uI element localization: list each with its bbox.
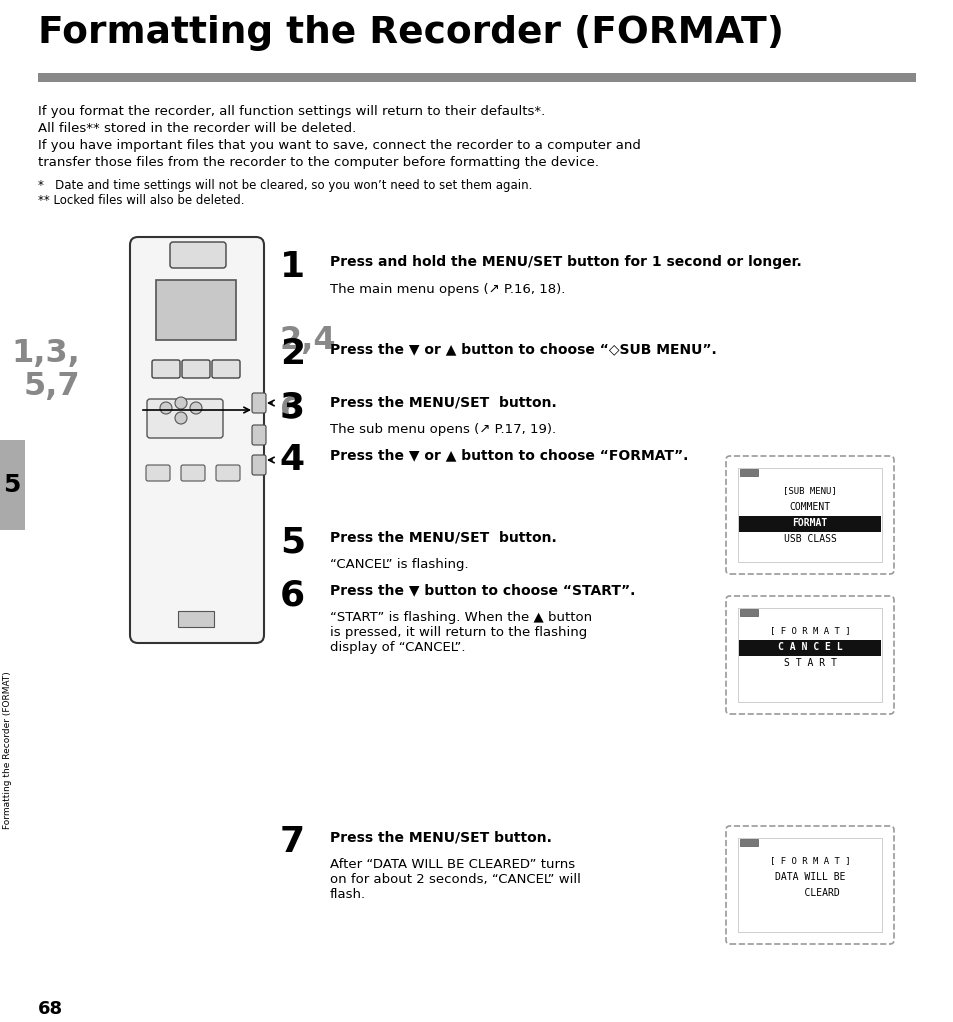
Bar [0,440,25,530]
Text: If you format the recorder, all function settings will return to their defaults*: If you format the recorder, all function… [38,105,545,118]
FancyBboxPatch shape [182,360,210,378]
Text: 3: 3 [279,390,305,424]
Text: [ F O R M A T ]: [ F O R M A T ] [769,626,849,635]
Text: Press the ▼ button to choose “START”.: Press the ▼ button to choose “START”. [330,583,635,597]
Bar [740,839,758,846]
Text: Press the MENU/SET  button.: Press the MENU/SET button. [330,530,557,544]
Text: All files** stored in the recorder will be deleted.: All files** stored in the recorder will … [38,122,355,135]
Text: “CANCEL” is flashing.: “CANCEL” is flashing. [330,558,468,571]
Circle shape [174,397,187,409]
Circle shape [160,402,172,414]
Text: Press the ▼ or ▲ button to choose “◇SUB MENU”.: Press the ▼ or ▲ button to choose “◇SUB … [330,342,716,356]
Text: Formatting the Recorder (FORMAT): Formatting the Recorder (FORMAT) [4,671,12,829]
Text: [ F O R M A T ]: [ F O R M A T ] [769,856,849,865]
Text: 4: 4 [279,443,305,477]
Text: transfer those files from the recorder to the computer before formatting the dev: transfer those files from the recorder t… [38,156,598,169]
Text: 2,4: 2,4 [280,325,336,356]
FancyBboxPatch shape [146,465,170,481]
FancyBboxPatch shape [181,465,205,481]
Bar [156,280,235,340]
Circle shape [174,412,187,424]
Text: 1,3,
5,7: 1,3, 5,7 [11,338,80,403]
FancyBboxPatch shape [212,360,240,378]
Bar [738,468,882,562]
Text: DATA WILL BE: DATA WILL BE [774,872,844,882]
FancyBboxPatch shape [252,393,266,413]
FancyBboxPatch shape [170,242,226,268]
Bar [740,609,758,616]
FancyBboxPatch shape [130,237,264,643]
Text: CLEARD: CLEARD [780,888,839,898]
Circle shape [190,402,202,414]
Text: Press the MENU/SET  button.: Press the MENU/SET button. [330,394,557,409]
Bar [38,73,915,82]
Text: 5: 5 [279,525,305,559]
Text: Press the ▼ or ▲ button to choose “FORMAT”.: Press the ▼ or ▲ button to choose “FORMA… [330,448,688,462]
FancyBboxPatch shape [152,360,180,378]
Text: 68: 68 [38,1000,63,1018]
FancyBboxPatch shape [215,465,240,481]
Bar [738,608,882,702]
Text: The main menu opens (↗ P.16, 18).: The main menu opens (↗ P.16, 18). [330,283,565,296]
Text: Press and hold the MENU/SET button for 1 second or longer.: Press and hold the MENU/SET button for 1… [330,256,801,269]
Text: 2: 2 [279,337,305,371]
Text: [SUB MENU]: [SUB MENU] [782,486,836,495]
Bar [178,611,213,628]
Text: FORMAT: FORMAT [792,518,827,528]
Text: Press the MENU/SET button.: Press the MENU/SET button. [330,830,551,844]
Text: 1: 1 [279,250,305,284]
Text: 7: 7 [279,825,305,860]
Text: *   Date and time settings will not be cleared, so you won’t need to set them ag: * Date and time settings will not be cle… [38,179,532,192]
Text: The sub menu opens (↗ P.17, 19).: The sub menu opens (↗ P.17, 19). [330,423,556,436]
Text: USB CLASS: USB CLASS [782,535,836,544]
Bar [739,640,880,656]
Bar [738,838,882,932]
Bar [739,516,880,532]
Text: S T A R T: S T A R T [782,658,836,668]
Text: If you have important files that you want to save, connect the recorder to a com: If you have important files that you wan… [38,139,640,152]
Text: ** Locked files will also be deleted.: ** Locked files will also be deleted. [38,194,244,207]
Text: COMMENT: COMMENT [789,502,830,512]
FancyBboxPatch shape [252,425,266,445]
FancyBboxPatch shape [725,596,893,714]
Bar [740,469,758,476]
FancyBboxPatch shape [252,455,266,475]
Text: 5: 5 [3,473,21,497]
FancyBboxPatch shape [725,456,893,574]
Text: “START” is flashing. When the ▲ button
is pressed, it will return to the flashin: “START” is flashing. When the ▲ button i… [330,611,592,654]
Text: 6: 6 [280,394,302,425]
FancyBboxPatch shape [725,826,893,944]
FancyBboxPatch shape [147,399,223,438]
Text: After “DATA WILL BE CLEARED” turns
on for about 2 seconds, “CANCEL” will
flash.: After “DATA WILL BE CLEARED” turns on fo… [330,858,580,901]
Text: C A N C E L: C A N C E L [777,642,841,652]
Text: 6: 6 [279,578,305,612]
Text: Formatting the Recorder (FORMAT): Formatting the Recorder (FORMAT) [38,15,783,51]
